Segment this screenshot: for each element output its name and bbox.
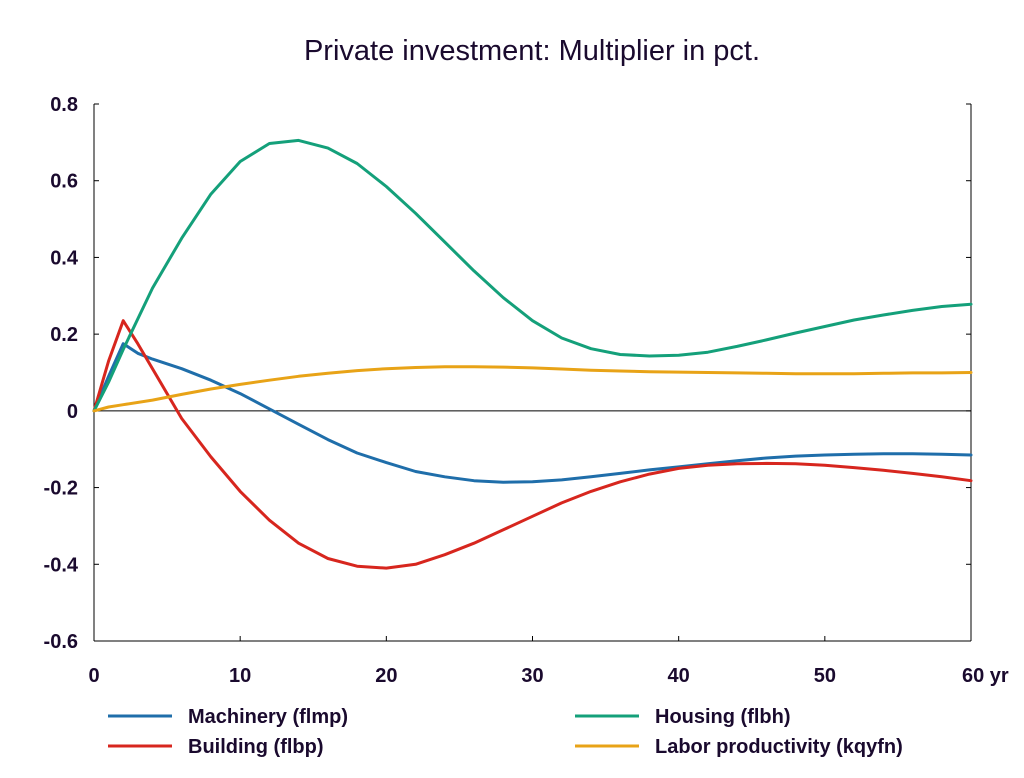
legend: Machinery (flmp) Housing (flbh) Building (… [108,706,903,758]
legend-label: Labor productivity (kqyfn) [655,736,903,758]
legend-label: Machinery (flmp) [188,706,348,728]
y-tick-label: 0.4 [50,247,79,269]
y-tick-label: 0.8 [50,94,78,116]
y-tick-label: 0.6 [50,171,78,193]
y-tick-label: 0 [67,401,78,423]
series-line-3 [92,365,973,413]
x-tick-label: 60 yr [962,665,1009,687]
x-tick-label: 40 [668,665,690,687]
legend-label: Building (flbp) [188,736,324,758]
y-tick-label: 0.2 [50,324,78,346]
x-tick-label: 50 [814,665,836,687]
chart-title: Private investment: Multiplier in pct. [304,35,760,67]
x-tick-label: 30 [521,665,543,687]
y-tick-label: -0.6 [44,631,78,653]
x-tick-label: 20 [375,665,397,687]
legend-label: Housing (flbh) [655,706,791,728]
series-line-1 [92,319,973,570]
series-line-0 [92,342,973,484]
plot-area: -0.6 -0.4 -0.2 0 0.2 0.4 0.6 0.8 0 10 20 30 40 50 60 y… [44,94,1009,687]
series-line-2 [92,138,973,413]
y-tick-label: -0.4 [44,554,79,576]
x-tick-label: 10 [229,665,251,687]
x-tick-label: 0 [88,665,99,687]
y-tick-label: -0.2 [44,478,78,500]
